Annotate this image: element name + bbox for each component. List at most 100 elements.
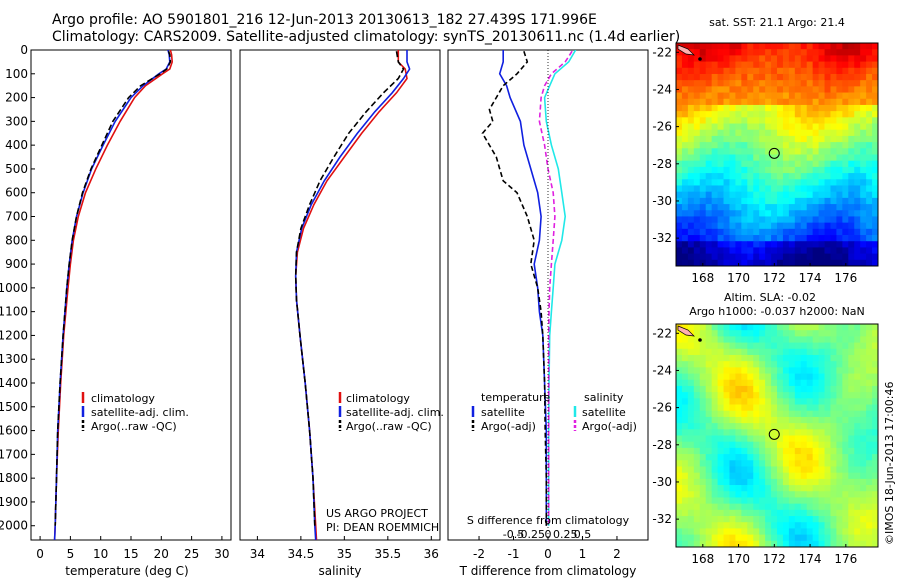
heatmap-cell [711, 173, 718, 180]
s-tick-label: -0.25 [517, 528, 545, 541]
heatmap-cell [788, 142, 796, 149]
heatmap-cell [759, 460, 766, 467]
heatmap-cell [676, 491, 683, 498]
heatmap-cell [735, 460, 742, 467]
heatmap-cell [723, 348, 730, 356]
heatmap-cell [872, 398, 878, 405]
heatmap-cell [753, 173, 760, 180]
heatmap-cell [693, 259, 701, 266]
heatmap-cell [782, 348, 790, 356]
heatmap-cell [830, 73, 837, 81]
heatmap-cell [676, 216, 683, 224]
heatmap-cell [848, 385, 855, 393]
heatmap-cell [794, 253, 802, 261]
heatmap-cell [753, 247, 760, 255]
heatmap-cell [777, 228, 784, 236]
heatmap-cell [854, 398, 861, 405]
heatmap-cell [747, 241, 754, 248]
heatmap-cell [747, 416, 754, 424]
heatmap-cell [800, 197, 808, 205]
heatmap-cell [753, 528, 760, 536]
heatmap-cell [782, 379, 790, 387]
heatmap-cell [759, 522, 766, 529]
heatmap-cell [753, 416, 760, 424]
heatmap-cell [848, 447, 855, 455]
heatmap-cell [705, 191, 713, 199]
depth-tick-label: 1700 [0, 447, 28, 461]
heatmap-cell [711, 235, 718, 242]
heatmap-cell [759, 466, 766, 474]
x-tick-label: 15 [123, 547, 138, 561]
heatmap-cell [681, 61, 689, 69]
heatmap-cell [836, 423, 843, 430]
heatmap-cell [765, 204, 772, 211]
heatmap-cell [735, 361, 742, 368]
heatmap-cell [729, 247, 736, 255]
heatmap-cell [806, 160, 814, 168]
heatmap-cell [818, 497, 825, 505]
heatmap-cell [782, 342, 790, 350]
heatmap-cell [711, 80, 718, 87]
heatmap-cell [812, 385, 819, 393]
heatmap-cell [765, 385, 772, 393]
heatmap-cell [759, 148, 766, 155]
heatmap-cell [872, 528, 878, 536]
heatmap-cell [759, 516, 766, 523]
heatmap-cell [854, 259, 861, 266]
heatmap-cell [759, 429, 766, 436]
heatmap-cell [693, 379, 701, 387]
heatmap-cell [788, 191, 796, 199]
heatmap-cell [759, 179, 766, 186]
heatmap-cell [765, 491, 772, 498]
heatmap-cell [717, 166, 724, 174]
heatmap-cell [759, 135, 766, 143]
heatmap-cell [866, 416, 873, 424]
heatmap-cell [735, 92, 742, 100]
heatmap-cell [860, 472, 867, 480]
heatmap-cell [687, 398, 695, 405]
heatmap-cell [753, 61, 760, 69]
heatmap-cell [676, 410, 683, 418]
heatmap-cell [729, 61, 736, 69]
heatmap-cell [753, 191, 760, 199]
heatmap-cell [771, 516, 778, 523]
heatmap-cell [866, 61, 873, 69]
heatmap-cell [765, 179, 772, 186]
heatmap-cell [765, 447, 772, 455]
heatmap-cell [741, 435, 748, 443]
heatmap-cell [794, 404, 802, 412]
heatmap-cell [866, 166, 873, 174]
heatmap-cell [806, 73, 814, 81]
x-tick-label: 25 [184, 547, 199, 561]
heatmap-cell [824, 210, 831, 217]
heatmap-cell [836, 49, 843, 56]
heatmap-cell [693, 73, 701, 81]
heatmap-cell [741, 135, 748, 143]
heatmap-cell [717, 330, 724, 337]
heatmap-cell [759, 173, 766, 180]
heatmap-cell [717, 466, 724, 474]
heatmap-cell [854, 173, 861, 180]
heatmap-cell [741, 416, 748, 424]
heatmap-cell [717, 111, 724, 118]
heatmap-cell [723, 330, 730, 337]
heatmap-cell [800, 98, 808, 106]
heatmap-cell [866, 135, 873, 143]
heatmap-cell [788, 460, 796, 467]
heatmap-cell [782, 49, 790, 56]
heatmap-cell [699, 367, 707, 374]
island-marker [698, 57, 702, 61]
heatmap-cell [693, 330, 701, 337]
heatmap-cell [699, 392, 707, 399]
heatmap-cell [812, 454, 819, 461]
heatmap-cell [747, 361, 754, 368]
heatmap-cell [860, 111, 867, 118]
heatmap-cell [705, 241, 713, 248]
heatmap-cell [788, 416, 796, 424]
heatmap-cell [788, 117, 796, 124]
heatmap-cell [729, 516, 736, 523]
heatmap-cell [729, 460, 736, 467]
heatmap-cell [872, 367, 878, 374]
heatmap-cell [794, 204, 802, 211]
heatmap-cell [848, 142, 855, 149]
